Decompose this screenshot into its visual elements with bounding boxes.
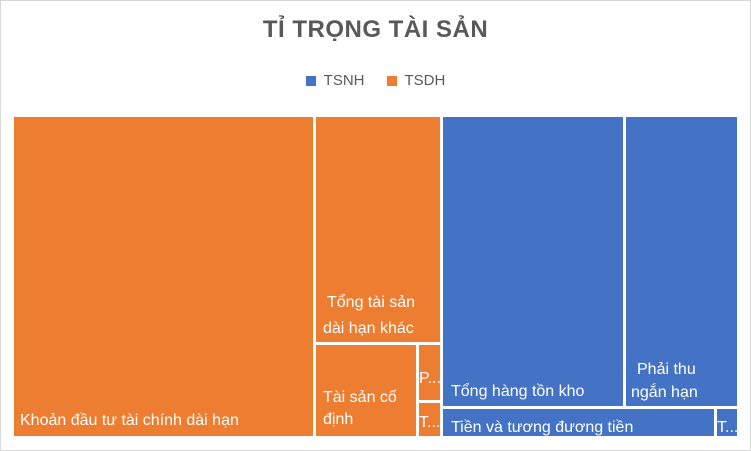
treemap-label-tsnh-2: Tiền và tương đương tiền <box>451 419 633 436</box>
treemap-tile-tsdh-4 <box>419 403 440 436</box>
treemap-label-tsdh-1-line-0: Tổng tài sản <box>327 293 415 311</box>
treemap-tile-tsnh-3 <box>717 409 737 436</box>
legend-item-tsdh: TSDH <box>386 72 446 89</box>
legend-label-tsnh: TSNH <box>323 72 365 89</box>
treemap-label-tsdh-4: T... <box>419 414 440 431</box>
legend-swatch-tsdh <box>386 75 397 86</box>
treemap-label-tsnh-3: T... <box>717 419 738 436</box>
treemap-label-tsdh-2-line-0: Tài sản cố <box>323 389 397 406</box>
treemap-tile-tsdh-3 <box>419 345 440 400</box>
treemap-tile-tsdh-0 <box>14 117 313 436</box>
treemap-tile-tsdh-1 <box>316 117 440 342</box>
treemap-label-tsdh-0: Khoản đầu tư tài chính dài hạn <box>20 412 239 429</box>
legend-item-tsnh: TSNH <box>305 72 365 89</box>
legend: TSNH TSDH <box>0 72 751 89</box>
treemap-label-tsnh-1-line-1: ngắn hạn <box>631 382 698 401</box>
legend-label-tsdh: TSDH <box>404 72 446 89</box>
treemap-tile-tsnh-1 <box>626 117 737 406</box>
treemap-label-tsdh-3: P... <box>419 370 441 387</box>
treemap-label-tsnh-1-line-0: Phải thu <box>637 361 696 378</box>
treemap-label-tsdh-1-line-1: dài hạn khác <box>323 320 414 337</box>
chart-title: TỈ TRỌNG TÀI SẢN <box>262 16 489 43</box>
treemap-tile-tsnh-0 <box>443 117 623 406</box>
treemap-tile-tsnh-2 <box>443 409 714 436</box>
treemap-label-tsdh-2-line-1: định <box>323 411 353 428</box>
legend-swatch-tsnh <box>305 75 316 86</box>
treemap-tile-tsdh-2 <box>316 345 416 436</box>
treemap-label-tsnh-0: Tổng hàng tồn kho <box>451 382 585 400</box>
